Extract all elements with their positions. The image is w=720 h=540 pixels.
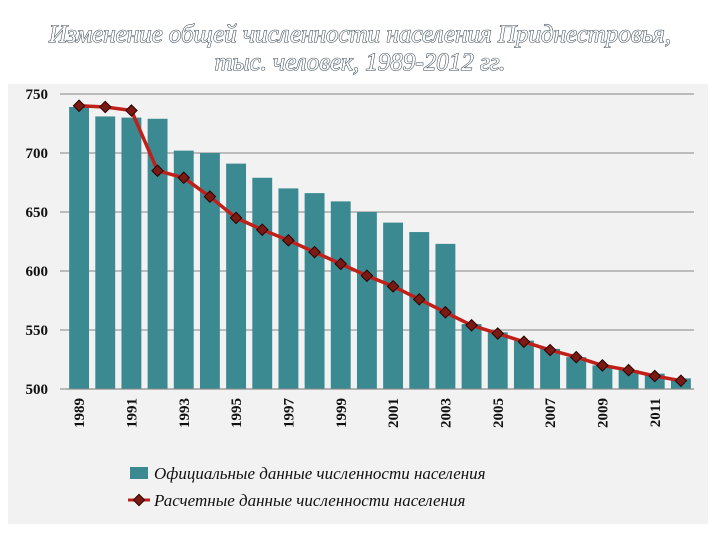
bar-series	[69, 106, 691, 390]
line-point	[439, 305, 452, 319]
line-point	[72, 99, 86, 113]
line-point	[596, 359, 609, 372]
line-point	[569, 350, 583, 364]
bar	[95, 116, 116, 390]
legend-bar-swatch	[130, 467, 148, 479]
bar	[304, 193, 325, 389]
x-tick-label: 1999	[334, 398, 350, 428]
bar	[121, 117, 142, 389]
line-point	[543, 343, 557, 357]
bar	[383, 222, 404, 389]
x-tick-label: 2005	[491, 398, 507, 428]
y-tick-label: 600	[26, 264, 49, 280]
bar	[69, 106, 90, 389]
y-tick-label: 750	[26, 87, 49, 103]
x-tick-label: 2003	[438, 398, 454, 428]
bar	[540, 348, 561, 389]
chart-title: Изменение общей численности населения Пр…	[48, 21, 671, 48]
line-point	[177, 171, 191, 185]
line-point	[98, 100, 112, 114]
line-point	[255, 223, 269, 237]
line-point	[674, 374, 688, 388]
bar	[173, 150, 194, 389]
line-point	[622, 363, 635, 377]
chart-subtitle: тыс. человек, 1989-2012 гг.	[215, 49, 506, 76]
x-tick-label: 2011	[648, 398, 664, 427]
x-tick-label: 1997	[281, 398, 297, 429]
line-point	[334, 257, 348, 271]
line-point	[412, 292, 426, 306]
line-point	[360, 269, 374, 283]
line-point	[125, 104, 138, 117]
bar	[487, 332, 508, 389]
bar	[618, 370, 639, 389]
line-point	[282, 233, 295, 247]
bar	[566, 357, 587, 389]
legend-marker-swatch	[132, 493, 146, 507]
bar	[592, 365, 613, 389]
bar	[513, 340, 534, 389]
line-point	[203, 190, 217, 204]
line-point	[517, 335, 531, 349]
x-tick-label: 1991	[124, 398, 140, 428]
x-tick-label: 1995	[229, 398, 245, 428]
bar	[461, 324, 482, 389]
bar	[147, 118, 168, 389]
y-tick-label: 550	[26, 323, 49, 339]
line-series	[72, 99, 688, 388]
x-tick-label: 2007	[543, 398, 559, 429]
legend-label-official: Официальные данные численности населения	[154, 464, 486, 483]
x-axis: 1989 1991 1993 1995 1997 1999 2001 2003 2005 2007…	[72, 398, 664, 429]
y-tick-label: 650	[26, 205, 49, 221]
line-point	[491, 327, 505, 340]
x-tick-label: 2009	[595, 398, 611, 428]
legend: Официальные данные численности населения…	[128, 464, 486, 510]
bar	[409, 232, 430, 389]
y-axis: 750 700 650 600 550 500	[26, 87, 49, 398]
line-point	[465, 318, 478, 332]
y-tick-label: 500	[26, 382, 49, 398]
y-tick-label: 700	[26, 146, 49, 162]
line-point	[386, 279, 400, 293]
x-tick-label: 2001	[386, 398, 402, 428]
bar	[199, 153, 220, 389]
legend-label-estimated: Расчетные данные численности населения	[153, 491, 465, 510]
bar	[278, 188, 299, 389]
bar	[252, 177, 273, 389]
x-tick-label: 1989	[72, 398, 88, 428]
x-tick-label: 1993	[177, 398, 193, 428]
bar	[330, 201, 351, 389]
line-point	[151, 164, 164, 178]
line-point	[308, 245, 321, 259]
bar	[356, 212, 377, 389]
line-point	[648, 369, 662, 383]
bar	[226, 163, 247, 389]
line-point	[229, 211, 243, 225]
